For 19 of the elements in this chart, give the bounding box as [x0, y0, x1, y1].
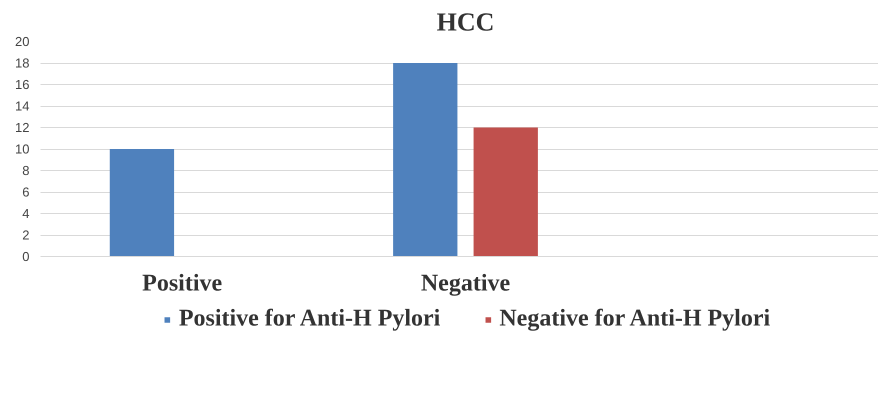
- y-tick-label: 2: [22, 228, 30, 242]
- x-tick-label: Positive: [142, 270, 223, 296]
- y-tick-label: 4: [22, 206, 30, 221]
- bar: [110, 149, 174, 256]
- y-tick-label: 10: [15, 142, 30, 156]
- y-tick-label: 12: [15, 120, 30, 135]
- y-tick-label: 18: [15, 56, 30, 70]
- y-tick-label: 20: [15, 34, 30, 49]
- y-tick-label: 6: [22, 184, 30, 200]
- legend-label: Positive for Anti-H Pylori: [178, 306, 440, 332]
- y-tick-label: 14: [15, 98, 30, 114]
- bar: [393, 63, 458, 256]
- y-tick-label: 8: [22, 163, 30, 178]
- legend-label: Negative for Anti-H Pylori: [499, 306, 770, 332]
- x-tick-label: Negative: [420, 270, 510, 296]
- bar: [474, 128, 538, 256]
- y-tick-label: 16: [15, 77, 30, 92]
- y-tick-label: 0: [22, 249, 30, 264]
- chart-title: HCC: [436, 8, 494, 36]
